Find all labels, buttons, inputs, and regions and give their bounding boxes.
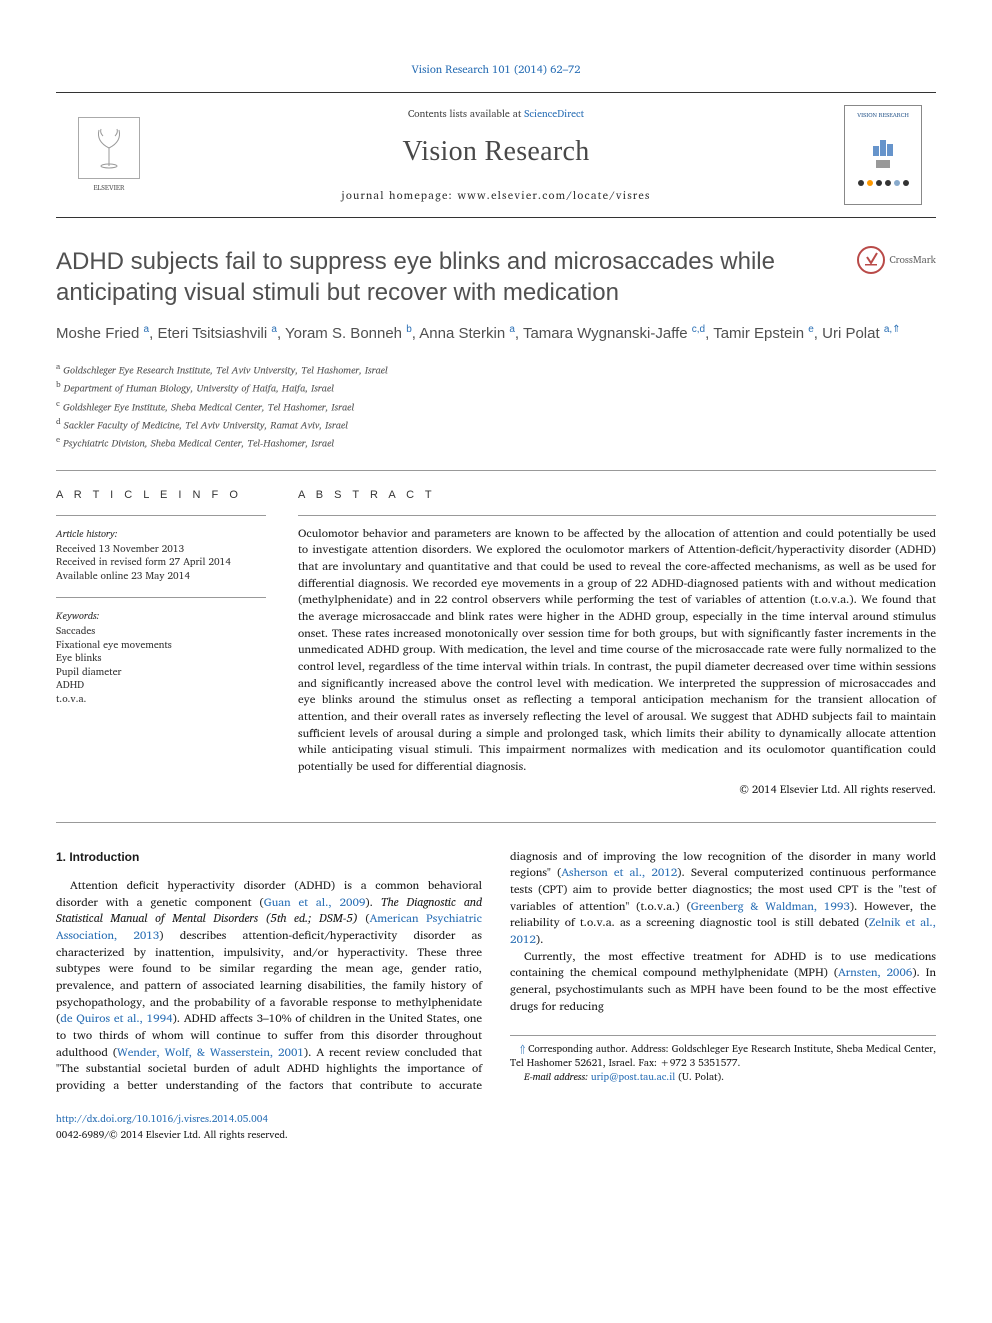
divider (56, 597, 266, 598)
doi-link[interactable]: http://dx.doi.org/10.1016/j.visres.2014.… (56, 1111, 268, 1127)
doi-footer: http://dx.doi.org/10.1016/j.visres.2014.… (56, 1111, 936, 1143)
cover-bars-icon (873, 138, 893, 156)
corr-mark-icon: ⇑ (892, 324, 900, 335)
keyword-line: ADHD (56, 679, 266, 693)
corresponding-note: ⇑ Corresponding author. Address: Goldsch… (510, 1042, 936, 1070)
affiliation-line: e Psychiatric Division, Sheba Medical Ce… (56, 433, 936, 451)
section-heading: 1. Introduction (56, 849, 482, 866)
homepage-url[interactable]: www.elsevier.com/locate/visres (457, 186, 650, 204)
page-root: Vision Research 101 (2014) 62–72 ELSEVIE… (0, 0, 992, 1183)
sciencedirect-link[interactable]: ScienceDirect (524, 106, 584, 122)
corresponding-email-line: E-mail address: urip@post.tau.ac.il (U. … (510, 1070, 936, 1084)
cover-bar-icon (876, 160, 890, 168)
crossmark-label: CrossMark (889, 252, 936, 268)
contents-prefix: Contents lists available at (408, 106, 524, 122)
crossmark-icon (857, 246, 885, 274)
journal-homepage: journal homepage: www.elsevier.com/locat… (166, 186, 826, 204)
journal-header-center: Contents lists available at ScienceDirec… (166, 106, 826, 204)
history-line: Available online 23 May 2014 (56, 570, 266, 584)
keywords-block: Keywords: SaccadesFixational eye movemen… (56, 608, 266, 706)
crossmark-widget[interactable]: CrossMark (857, 246, 936, 274)
history-label: Article history: (56, 526, 266, 542)
divider (56, 515, 266, 516)
article-history-block: Article history: Received 13 November 20… (56, 526, 266, 584)
journal-header: ELSEVIER Contents lists available at Sci… (56, 92, 936, 218)
elsevier-tree-icon (78, 117, 140, 179)
issue-citation-link[interactable]: Vision Research 101 (2014) 62–72 (56, 60, 936, 78)
abstract-label: A B S T R A C T (298, 489, 936, 501)
divider (298, 515, 936, 516)
abstract-text: Oculomotor behavior and parameters are k… (298, 526, 936, 776)
keyword-line: t.o.v.a. (56, 693, 266, 707)
issn-copyright: 0042-6989/© 2014 Elsevier Ltd. All right… (56, 1127, 288, 1143)
abstract-copyright: © 2014 Elsevier Ltd. All rights reserved… (298, 780, 936, 798)
publisher-logo: ELSEVIER (70, 110, 148, 200)
affiliation-line: a Goldschleger Eye Research Institute, T… (56, 360, 936, 378)
publisher-name: ELSEVIER (93, 183, 124, 194)
body-two-column: 1. Introduction Attention deficit hypera… (56, 849, 936, 1095)
journal-cover-thumbnail: VISION RESEARCH (844, 105, 922, 205)
info-abstract-row: A R T I C L E I N F O Article history: R… (56, 471, 936, 823)
email-link[interactable]: urip@post.tau.ac.il (591, 1069, 675, 1085)
affiliation-line: c Goldshleger Eye Institute, Sheba Medic… (56, 397, 936, 415)
affiliation-line: b Department of Human Biology, Universit… (56, 378, 936, 396)
cover-dots-icon (858, 180, 909, 186)
corresponding-author-footer: ⇑ Corresponding author. Address: Goldsch… (510, 1035, 936, 1084)
contents-line: Contents lists available at ScienceDirec… (166, 106, 826, 122)
article-info-label: A R T I C L E I N F O (56, 489, 266, 501)
keyword-line: Pupil diameter (56, 666, 266, 680)
keywords-label: Keywords: (56, 608, 266, 624)
article-title: ADHD subjects fail to suppress eye blink… (56, 246, 845, 308)
affiliation-line: d Sackler Faculty of Medicine, Tel Aviv … (56, 415, 936, 433)
article-info-sidebar: A R T I C L E I N F O Article history: R… (56, 489, 266, 798)
cover-title: VISION RESEARCH (857, 110, 909, 120)
affiliations-list: a Goldschleger Eye Research Institute, T… (56, 360, 936, 452)
body-paragraph: Currently, the most effective treatment … (510, 949, 936, 1016)
journal-name: Vision Research (166, 136, 826, 168)
abstract-column: A B S T R A C T Oculomotor behavior and … (298, 489, 936, 798)
authors-list: Moshe Fried a, Eteri Tsitsiashvili a, Yo… (56, 322, 936, 346)
title-row: ADHD subjects fail to suppress eye blink… (56, 246, 936, 308)
